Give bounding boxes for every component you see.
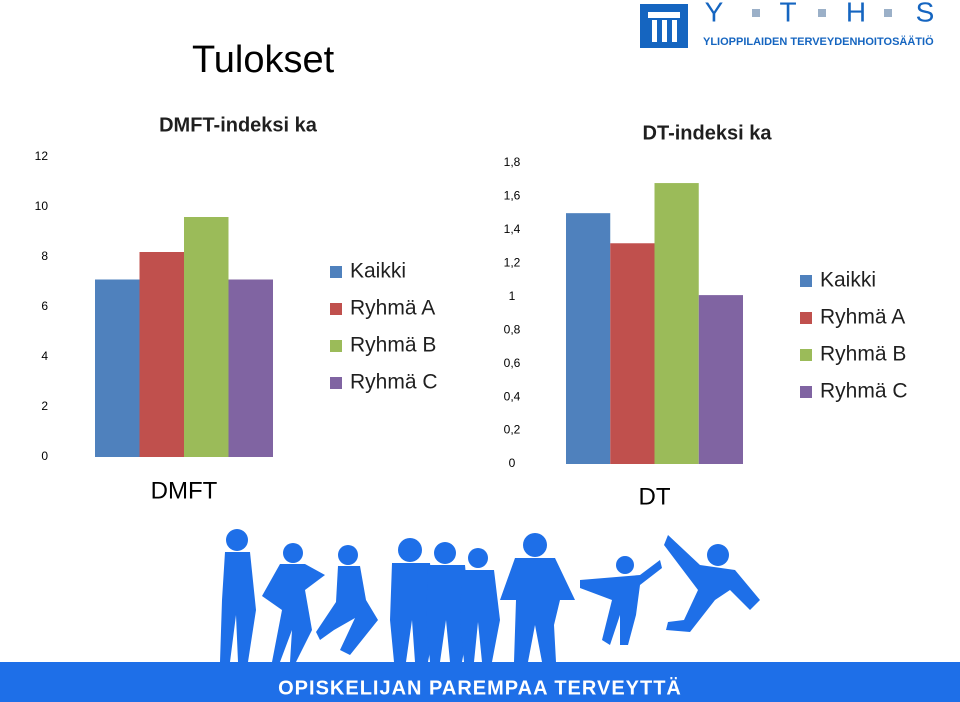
figure bbox=[434, 542, 456, 564]
legend-swatch bbox=[800, 312, 812, 324]
legend-swatch bbox=[800, 275, 812, 287]
y-tick-label: 6 bbox=[41, 299, 48, 313]
logo-mark bbox=[652, 20, 657, 42]
y-tick-label: 12 bbox=[35, 149, 49, 163]
chart-title: DT-indeksi ka bbox=[643, 122, 773, 144]
figure bbox=[226, 529, 248, 551]
figure bbox=[316, 566, 378, 655]
logo-letter: H bbox=[846, 0, 866, 27]
figure bbox=[580, 560, 662, 645]
logo-dot bbox=[818, 9, 826, 17]
legend-label: Kaikki bbox=[350, 260, 406, 283]
logo-mark bbox=[648, 12, 680, 18]
logo-mark bbox=[662, 20, 667, 42]
logo-mark bbox=[672, 20, 677, 42]
legend-swatch bbox=[800, 349, 812, 361]
bar bbox=[95, 279, 140, 457]
legend-label: Ryhmä A bbox=[820, 306, 905, 329]
legend-label: Ryhmä C bbox=[350, 371, 438, 394]
y-tick-label: 0 bbox=[509, 456, 516, 470]
y-tick-label: 8 bbox=[41, 249, 48, 263]
y-tick-label: 1,8 bbox=[504, 155, 521, 169]
logo-dot bbox=[752, 9, 760, 17]
footer-text: OPISKELIJAN PAREMPAA TERVEYTTÄ bbox=[278, 676, 682, 699]
y-tick-label: 0,8 bbox=[504, 322, 521, 336]
y-tick-label: 2 bbox=[41, 399, 48, 413]
figure bbox=[616, 556, 634, 574]
bar bbox=[139, 252, 184, 457]
logo: Y T H S YLIOPPILAIDEN TERVEYDENHOITOSÄÄT… bbox=[640, 0, 934, 48]
chart-title: DMFT-indeksi ka bbox=[159, 114, 318, 136]
figure bbox=[664, 535, 760, 632]
legend-label: Ryhmä A bbox=[350, 297, 435, 320]
y-tick-label: 0 bbox=[41, 449, 48, 463]
x-tick-label: DMFT bbox=[151, 477, 218, 504]
y-tick-label: 0,4 bbox=[504, 389, 521, 403]
bar bbox=[610, 243, 655, 464]
logo-dot bbox=[884, 9, 892, 17]
logo-letter: Y bbox=[705, 0, 724, 27]
legend-swatch bbox=[330, 340, 342, 352]
y-tick-label: 1,6 bbox=[504, 189, 521, 203]
legend-swatch bbox=[800, 386, 812, 398]
silhouettes bbox=[220, 529, 760, 662]
figure bbox=[523, 533, 547, 557]
y-tick-label: 1,2 bbox=[504, 256, 521, 270]
footer-band bbox=[0, 662, 960, 702]
logo-letter: T bbox=[779, 0, 796, 27]
legend-label: Ryhmä C bbox=[820, 380, 908, 403]
figure bbox=[283, 543, 303, 563]
y-tick-label: 0,2 bbox=[504, 423, 521, 437]
legend-label: Kaikki bbox=[820, 269, 876, 292]
figure bbox=[707, 544, 729, 566]
figure bbox=[468, 548, 488, 568]
bar bbox=[654, 183, 699, 465]
figure bbox=[220, 552, 256, 662]
legend-swatch bbox=[330, 266, 342, 278]
slide-title: Tulokset bbox=[192, 39, 335, 81]
figure bbox=[426, 565, 470, 662]
legend-label: Ryhmä B bbox=[820, 343, 906, 366]
y-tick-label: 0,6 bbox=[504, 356, 521, 370]
y-tick-label: 10 bbox=[35, 199, 49, 213]
logo-letter: S bbox=[916, 0, 935, 27]
legend-label: Ryhmä B bbox=[350, 334, 436, 357]
legend-swatch bbox=[330, 303, 342, 315]
bar bbox=[228, 279, 273, 457]
logo-subtitle: YLIOPPILAIDEN TERVEYDENHOITOSÄÄTIÖ bbox=[703, 35, 934, 48]
bar bbox=[566, 213, 611, 464]
figure bbox=[460, 570, 500, 662]
y-tick-label: 1 bbox=[509, 289, 516, 303]
figure bbox=[262, 564, 325, 662]
figure bbox=[500, 558, 575, 662]
bar bbox=[698, 295, 743, 464]
x-tick-label: DT bbox=[639, 483, 671, 510]
figure bbox=[390, 563, 436, 662]
y-tick-label: 1,4 bbox=[504, 222, 521, 236]
figure bbox=[398, 538, 422, 562]
y-tick-label: 4 bbox=[41, 349, 48, 363]
figure bbox=[338, 545, 358, 565]
bar bbox=[184, 217, 229, 457]
legend-swatch bbox=[330, 377, 342, 389]
